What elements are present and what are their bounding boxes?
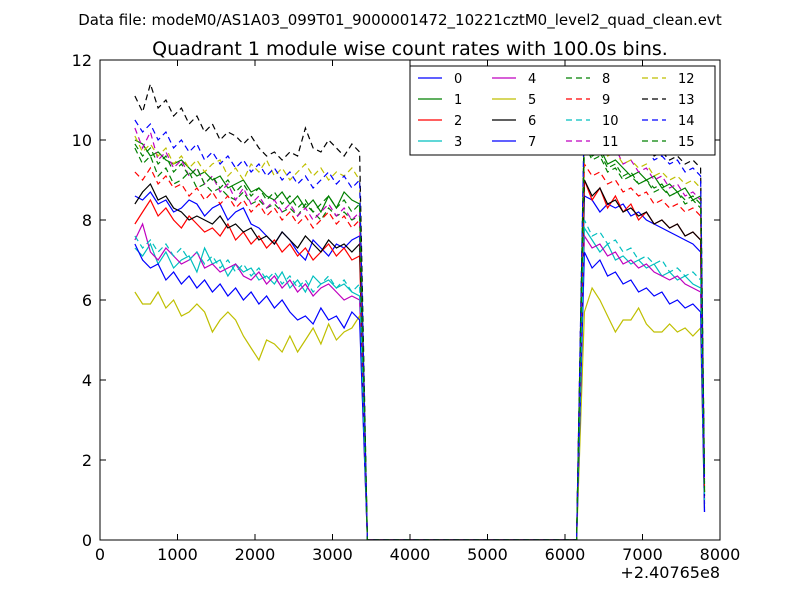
series-line-11 [134, 119, 706, 540]
legend-label-14: 14 [678, 114, 695, 129]
axes-frame [99, 59, 721, 541]
series-line-0 [134, 191, 706, 540]
data-file-suptitle: Data file: modeM0/AS1A03_099T01_90000014… [78, 11, 722, 30]
y-tick-label: 8 [82, 211, 92, 230]
x-tick-label: 3000 [312, 545, 353, 564]
legend-label-6: 6 [528, 114, 536, 129]
legend-label-11: 11 [602, 135, 619, 150]
legend-label-0: 0 [454, 72, 462, 87]
series-line-14 [134, 107, 706, 540]
tick-labels: 0 1000 2000 3000 4000 5000 6000 7000 80000246810… [72, 51, 741, 564]
legend-label-3: 3 [454, 135, 462, 150]
legend-label-2: 2 [454, 114, 462, 129]
series-line-9 [134, 162, 706, 540]
chart-title: Quadrant 1 module wise count rates with … [152, 38, 668, 60]
x-tick-label: 5000 [467, 545, 508, 564]
series-line-10 [134, 219, 706, 540]
legend-label-12: 12 [678, 72, 695, 87]
x-tick-label: 8000 [700, 545, 741, 564]
legend-label-10: 10 [602, 114, 619, 129]
x-tick-label: 6000 [545, 545, 586, 564]
series-line-12 [134, 131, 706, 540]
x-tick-label: 4000 [390, 545, 431, 564]
legend-label-7: 7 [528, 135, 536, 150]
legend-label-15: 15 [678, 135, 695, 150]
series-line-6 [134, 179, 706, 540]
x-offset-label: +2.40765e8 [620, 563, 720, 582]
y-tick-label: 12 [72, 51, 92, 70]
x-tick-label: 2000 [235, 545, 276, 564]
series-line-15 [134, 139, 706, 540]
plot-area [134, 81, 706, 540]
legend-label-13: 13 [678, 93, 695, 108]
series-line-5 [134, 286, 706, 540]
y-tick-label: 2 [82, 451, 92, 470]
y-tick-label: 0 [82, 531, 92, 550]
legend-box [409, 65, 716, 156]
legend-label-4: 4 [528, 72, 536, 87]
series-line-7 [134, 243, 706, 540]
x-tick-label: 7000 [622, 545, 663, 564]
legend-label-9: 9 [602, 93, 610, 108]
series-line-13 [134, 81, 706, 540]
x-tick-label: 0 [95, 545, 105, 564]
y-tick-label: 10 [72, 131, 92, 150]
legend-label-8: 8 [602, 72, 610, 87]
legend-label-1: 1 [454, 93, 462, 108]
x-tick-label: 1000 [157, 545, 198, 564]
y-tick-label: 4 [82, 371, 92, 390]
y-tick-label: 6 [82, 291, 92, 310]
legend-label-5: 5 [528, 93, 536, 108]
